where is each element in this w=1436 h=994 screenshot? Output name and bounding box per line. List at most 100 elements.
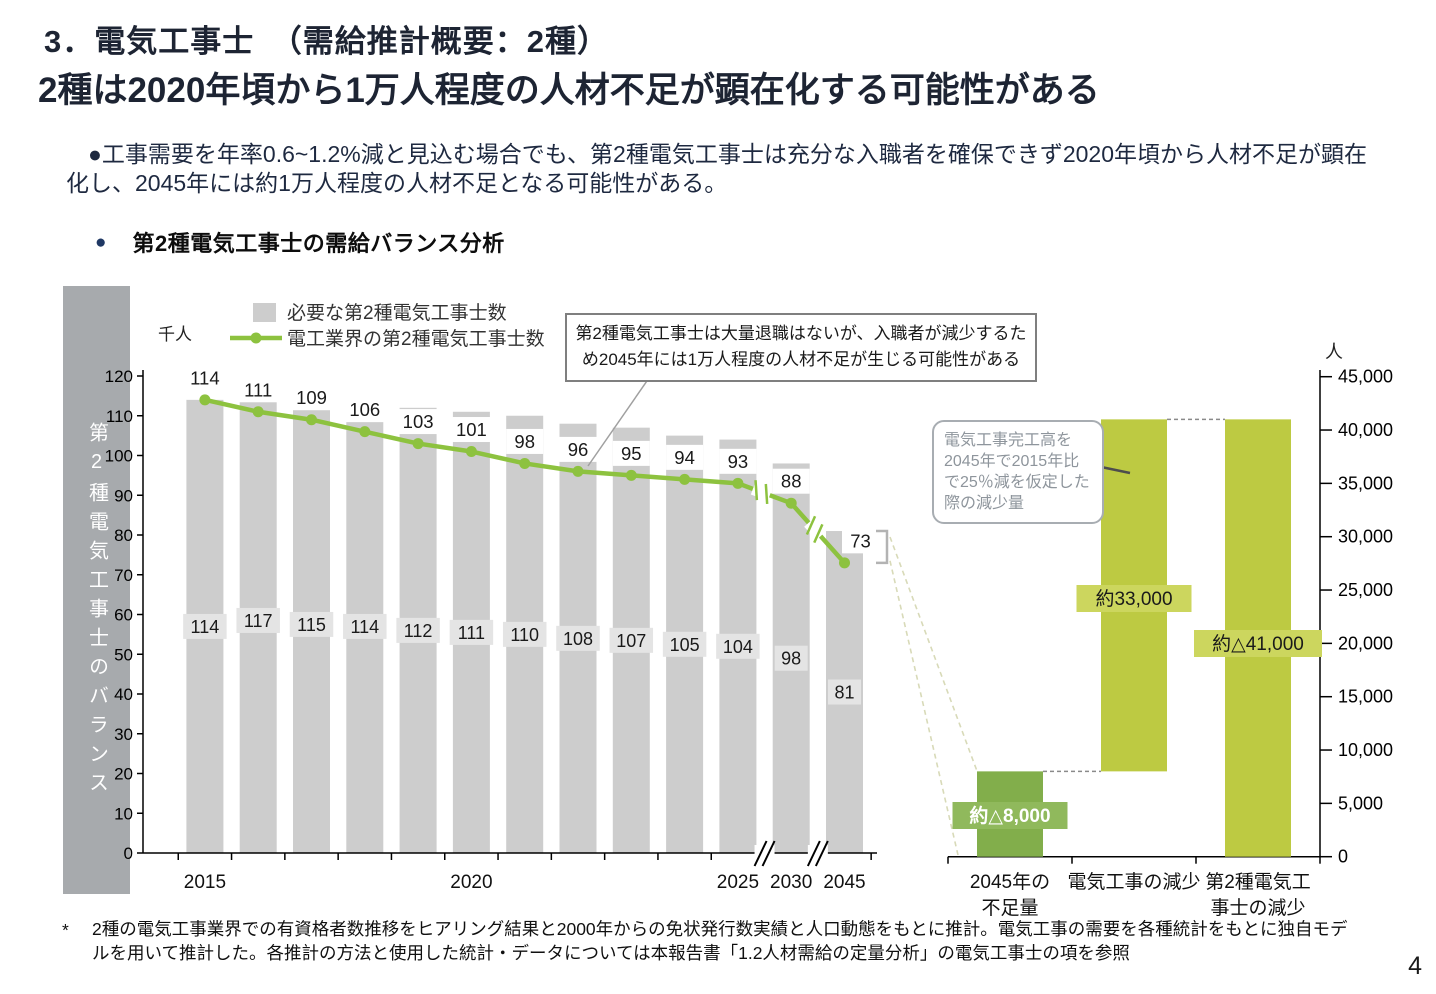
supply-point-label: 95 <box>621 443 642 464</box>
x-axis-break-mark <box>806 840 821 867</box>
supply-point-label: 88 <box>781 471 802 492</box>
demand-bar-label: 111 <box>458 623 485 643</box>
right-y-tick-label: 15,000 <box>1338 687 1393 707</box>
legend-line-label: 電工業界の第2種電気工事士数 <box>287 328 545 350</box>
supply-point-label-bg <box>506 428 544 454</box>
side-band-label: 第2種電気工事士のバランス <box>85 422 108 801</box>
left-y-tick-label: 20 <box>114 765 133 784</box>
supply-point-2017 <box>306 414 317 426</box>
right-y-tick-label: 10,000 <box>1338 740 1393 760</box>
supply-point-2019 <box>412 438 424 450</box>
supply-point-label: 96 <box>568 439 589 460</box>
supply-point-2015 <box>199 394 211 406</box>
supply-point-2022 <box>572 465 584 477</box>
right-axis-unit: 人 <box>1325 342 1343 362</box>
waterfall-bar-label-bg <box>1076 585 1192 612</box>
line-break-mark <box>805 515 817 535</box>
supply-point-label: 109 <box>296 387 327 408</box>
reduction-note-callout: 電気工事完工高を2045年で2015年比で25％減を仮定した際の減少量 <box>932 420 1104 525</box>
supply-point-label-bg <box>180 365 229 391</box>
supply-point-label-bg <box>287 385 336 411</box>
x-axis-break-mark <box>761 840 776 867</box>
footnote: * 2種の電気工事業界での有資格者数推移をヒアリング結果と2000年からの免状発… <box>62 917 1362 965</box>
bullet-icon: ● <box>95 231 107 253</box>
zoom-guide-bottom <box>889 560 959 856</box>
supply-point-2020 <box>465 446 477 458</box>
right-y-tick-label: 30,000 <box>1338 527 1393 547</box>
demand-bar-label-bg <box>716 633 760 659</box>
left-y-tick-label: 0 <box>124 844 133 863</box>
demand-bar-label-bg <box>236 607 280 633</box>
demand-bar-label-bg <box>609 627 654 653</box>
waterfall-bar-label-bg <box>1194 630 1322 657</box>
demand-bar-label: 107 <box>616 631 646 651</box>
demand-bar-label-bg <box>396 617 440 643</box>
demand-bar-label: 108 <box>563 629 593 649</box>
right-x-label: 第2種電気工 <box>1205 871 1311 893</box>
waterfall-bar-label: 約33,000 <box>1095 588 1172 610</box>
supply-point-2021 <box>519 457 531 469</box>
supply-point-label-bg <box>394 409 443 435</box>
supply-point-label: 101 <box>456 419 487 440</box>
supply-point-label-bg <box>340 397 389 423</box>
left-x-label: 2020 <box>450 872 492 893</box>
page-number: 4 <box>1408 952 1422 980</box>
demand-bar-label-bg <box>828 679 861 705</box>
demand-bar-label-bg <box>662 631 707 657</box>
supply-point-2016 <box>252 406 264 418</box>
demand-bar-label: 112 <box>404 621 433 641</box>
demand-bar-label: 81 <box>834 683 854 703</box>
demand-bar-label: 98 <box>781 649 801 669</box>
demand-bar-label: 110 <box>510 625 539 645</box>
shortage-bracket <box>876 529 889 565</box>
right-x-label: 不足量 <box>981 898 1038 919</box>
demand-bar-label-bg <box>183 613 227 639</box>
right-y-tick-label: 5,000 <box>1338 793 1383 813</box>
supply-point-label-bg <box>719 448 757 474</box>
right-y-tick-label: 25,000 <box>1338 580 1393 600</box>
waterfall-bar-label: 約△41,000 <box>1212 633 1304 655</box>
page-subtitle: 2種は2020年頃から1万人程度の人材不足が顕在化する可能性がある <box>38 71 1100 110</box>
lead-paragraph: ●工事需要を年率0.6~1.2%減と見込む場合でも、第2種電気工事士は充分な入職… <box>66 140 1378 199</box>
left-y-tick-label: 30 <box>114 725 133 744</box>
demand-bar-label: 105 <box>670 635 700 655</box>
footnote-marker: * <box>62 920 69 940</box>
left-y-tick-label: 120 <box>105 367 133 386</box>
section-header: ● 第2種電気工事士の需給バランス分析 <box>95 226 505 258</box>
demand-bar-label: 117 <box>244 611 273 631</box>
x-axis-break-mark <box>753 840 768 867</box>
supply-point-label-bg <box>559 436 597 462</box>
supply-point-label-bg <box>447 417 496 443</box>
right-x-label: 2045年の <box>970 871 1050 893</box>
demand-bar-label: 114 <box>191 617 220 637</box>
lead-bullet-icon: ● <box>88 141 102 167</box>
left-axis-unit: 千人 <box>158 325 192 344</box>
legend-bar-label: 必要な第2種電気工事士数 <box>287 302 507 324</box>
right-y-tick-label: 0 <box>1338 847 1348 867</box>
left-y-tick-label: 70 <box>114 566 133 585</box>
supply-point-label-bg <box>612 440 650 466</box>
legend-bar-swatch <box>253 303 276 322</box>
demand-bar-label-bg <box>449 619 494 645</box>
demand-bar-label-bg <box>556 625 600 651</box>
left-y-tick-label: 80 <box>114 526 133 545</box>
waterfall-bar-label-bg <box>952 802 1068 829</box>
right-y-tick-label: 20,000 <box>1338 633 1393 653</box>
left-y-tick-label: 40 <box>114 685 133 704</box>
x-axis-break-mark <box>814 840 829 867</box>
supply-point-2030 <box>785 497 797 509</box>
section-title: 第2種電気工事士の需給バランス分析 <box>132 231 505 256</box>
supply-point-label: 114 <box>190 367 220 388</box>
left-y-tick-label: 50 <box>114 645 133 664</box>
supply-point-label: 93 <box>728 451 749 472</box>
supply-point-label: 103 <box>403 411 434 432</box>
chart-side-band: 第2種電気工事士のバランス <box>63 286 130 894</box>
left-x-label: 2015 <box>184 872 226 893</box>
demand-bar-label-bg <box>774 645 808 671</box>
demand-bar-label: 115 <box>297 615 326 635</box>
line-break-mark <box>813 523 824 544</box>
left-y-tick-label: 90 <box>114 486 133 505</box>
supply-note-callout: 第2種電気工事士は大量退職はないが、入職者が減少するため2045年には1万人程度… <box>565 313 1037 382</box>
right-y-tick-label: 45,000 <box>1338 367 1393 387</box>
